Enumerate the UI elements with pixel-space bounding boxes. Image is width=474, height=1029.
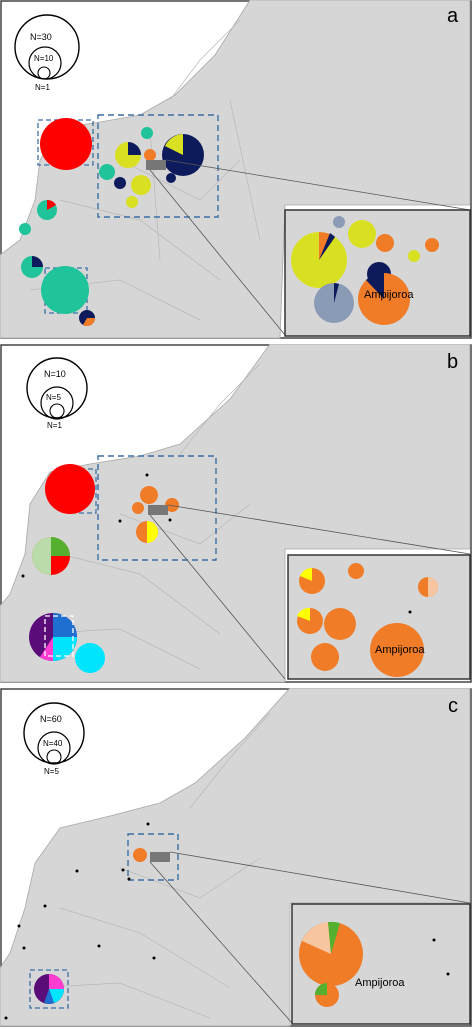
panel-letter-b: b	[447, 351, 458, 373]
panel-b: N=10 N=5 N=1 b Ampijoroa	[0, 344, 474, 685]
inset-a: Ampijoroa	[284, 209, 471, 337]
legend-n-large: N=30	[30, 32, 52, 42]
svg-text:N=5: N=5	[46, 393, 61, 402]
inset-label-a: Ampijoroa	[364, 289, 414, 301]
legend-n-mid: N=10	[34, 54, 54, 63]
panel-letter-a: a	[447, 5, 459, 27]
panel-a: N=30 N=10 N=1 a A	[0, 0, 474, 341]
pie-teal	[41, 266, 89, 314]
svg-text:N=10: N=10	[44, 369, 66, 379]
svg-text:N=60: N=60	[40, 714, 62, 724]
inset-label-c: Ampijoroa	[355, 977, 405, 989]
pie-red	[45, 464, 95, 514]
panel-letter-c: c	[448, 695, 458, 717]
inset-label-b: Ampijoroa	[375, 644, 425, 656]
svg-text:N=5: N=5	[44, 767, 59, 776]
legend-n-small: N=1	[35, 83, 50, 92]
inset-b: Ampijoroa	[287, 554, 471, 680]
size-legend: N=30 N=10 N=1	[14, 14, 80, 92]
madagascar-map	[0, 688, 471, 1027]
inset-c: Ampijoroa	[291, 903, 471, 1025]
size-legend: N=60 N=40 N=5	[23, 702, 85, 776]
panel-c: N=60 N=40 N=5 c Ampijoroa	[0, 688, 474, 1029]
size-legend: N=10 N=5 N=1	[26, 357, 88, 430]
pie-red	[40, 118, 92, 170]
madagascar-map	[0, 344, 471, 683]
madagascar-map	[0, 0, 471, 339]
svg-text:N=40: N=40	[43, 739, 63, 748]
svg-text:N=1: N=1	[47, 421, 62, 430]
